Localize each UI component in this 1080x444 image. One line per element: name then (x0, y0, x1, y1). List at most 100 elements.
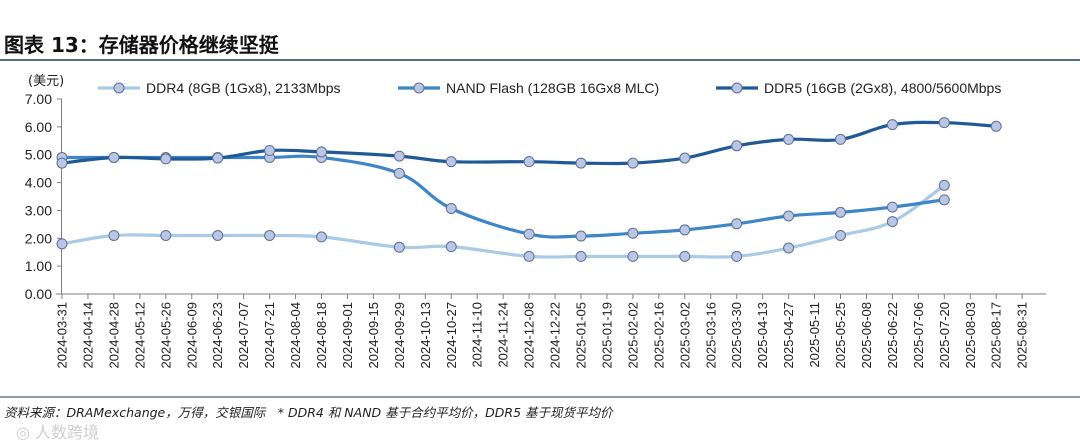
x-tick-label: 2025-08-03 (963, 302, 978, 369)
x-tick-label: 2024-07-07 (236, 302, 251, 369)
data-point (990, 120, 1002, 132)
y-tick-label: 7.00 (25, 91, 52, 107)
data-point (679, 250, 691, 262)
x-tick-label: 2024-07-21 (262, 302, 277, 369)
data-point (445, 202, 457, 214)
x-tick-label: 2025-06-08 (859, 302, 874, 369)
data-point (783, 210, 795, 222)
legend-item-3: DDR5 (16GB (2Gx8), 4800/5600Mbps (716, 80, 1001, 96)
data-point (212, 230, 224, 241)
source-note: 资料来源：DRAMexchange，万得，交银国际 * DDR4 和 NAND … (4, 405, 614, 420)
data-point (731, 250, 743, 262)
x-tick-label: 2025-04-27 (781, 302, 796, 369)
x-tick-label: 2025-02-16 (651, 302, 666, 369)
y-unit-label: (美元) (28, 74, 64, 89)
series-line (60, 154, 946, 239)
series-layer (56, 117, 1002, 262)
data-point (783, 133, 795, 145)
data-point (835, 230, 846, 241)
data-point (393, 167, 405, 179)
y-tick-label: 0.00 (25, 286, 52, 302)
data-point (523, 250, 535, 262)
x-tick-label: 2025-03-16 (703, 302, 718, 369)
x-tick-label: 2025-07-06 (911, 302, 926, 369)
x-tick-label: 2025-08-17 (989, 302, 1004, 369)
x-tick-label: 2024-05-12 (132, 302, 147, 369)
x-tick-label: 2024-09-01 (340, 302, 355, 369)
x-tick-label: 2025-08-31 (1015, 302, 1030, 369)
data-point (160, 230, 172, 241)
y-tick-label: 3.00 (25, 202, 52, 218)
x-tick-label: 2024-09-15 (366, 302, 381, 369)
legend-label: DDR4 (8GB (1Gx8), 2133Mbps (146, 80, 341, 96)
data-point (393, 241, 405, 253)
series-1 (56, 179, 950, 262)
data-point (886, 119, 898, 131)
series-3 (56, 117, 1002, 169)
x-tick-label: 2025-01-05 (574, 302, 589, 369)
data-point (445, 156, 457, 168)
data-point (575, 230, 587, 242)
data-point (264, 145, 276, 157)
data-point (731, 218, 743, 230)
x-tick-label: 2025-06-22 (885, 302, 900, 369)
x-tick-label: 2025-03-02 (677, 302, 692, 369)
legend-label: DDR5 (16GB (2Gx8), 4800/5600Mbps (764, 80, 1001, 96)
x-tick-label: 2025-07-20 (937, 302, 952, 369)
data-point (627, 227, 639, 239)
x-tick-label: 2024-04-28 (106, 302, 121, 369)
data-point (108, 230, 120, 241)
x-tick-label: 2024-11-24 (496, 302, 511, 368)
data-point (108, 152, 120, 163)
data-point (938, 117, 950, 129)
axes: 0.00 1.00 2.00 3.00 4.00 5.00 6.00 7.00 2024-03-… (25, 91, 1047, 369)
data-point (56, 157, 68, 169)
data-point (731, 140, 743, 152)
y-tick-label: 4.00 (25, 175, 52, 191)
x-tick-label: 2025-01-19 (599, 302, 614, 369)
data-point (316, 231, 327, 243)
x-tick-label: 2025-05-25 (833, 302, 848, 369)
data-point (835, 133, 846, 145)
legend-item-1: DDR4 (8GB (1Gx8), 2133Mbps (98, 80, 341, 96)
x-tick-label: 2025-03-30 (729, 302, 744, 369)
x-tick-label: 2024-06-09 (184, 302, 199, 369)
x-tick-label: 2024-09-29 (392, 302, 407, 369)
series-line (60, 183, 946, 259)
x-tick-label: 2024-10-13 (418, 302, 433, 369)
legend-marker (113, 82, 125, 94)
data-point (56, 238, 68, 250)
series-2 (56, 152, 950, 242)
data-point (783, 242, 795, 254)
x-tick-label: 2024-11-10 (470, 302, 485, 368)
x-tick-label: 2024-08-04 (288, 302, 303, 369)
data-point (938, 179, 950, 191)
data-point (575, 250, 587, 262)
x-tick-label: 2024-08-18 (314, 302, 329, 369)
data-point (264, 230, 276, 241)
data-point (445, 241, 457, 253)
data-point (627, 157, 639, 169)
y-tick-label: 6.00 (25, 119, 52, 135)
data-point (393, 150, 405, 162)
data-point (886, 216, 898, 228)
legend-marker (413, 82, 425, 94)
x-tick-label: 2025-05-11 (807, 302, 822, 368)
legend-item-2: NAND Flash (128GB 16Gx8 MLC) (398, 80, 659, 96)
legend: DDR4 (8GB (1Gx8), 2133Mbps NAND Flash (12… (98, 80, 1001, 96)
legend-marker (731, 82, 743, 94)
x-tick-label: 2025-02-02 (625, 302, 640, 369)
data-point (212, 152, 224, 164)
data-point (316, 146, 327, 158)
x-tick-label: 2024-03-31 (55, 302, 70, 369)
data-point (523, 228, 535, 240)
x-tick-label: 2024-12-08 (522, 302, 537, 369)
data-point (835, 206, 846, 218)
data-point (679, 224, 691, 236)
y-tick-label: 1.00 (25, 258, 52, 274)
x-tick-label: 2024-06-23 (210, 302, 225, 369)
watermark: ◎ 人数跨境 (16, 423, 99, 442)
data-point (627, 250, 639, 262)
